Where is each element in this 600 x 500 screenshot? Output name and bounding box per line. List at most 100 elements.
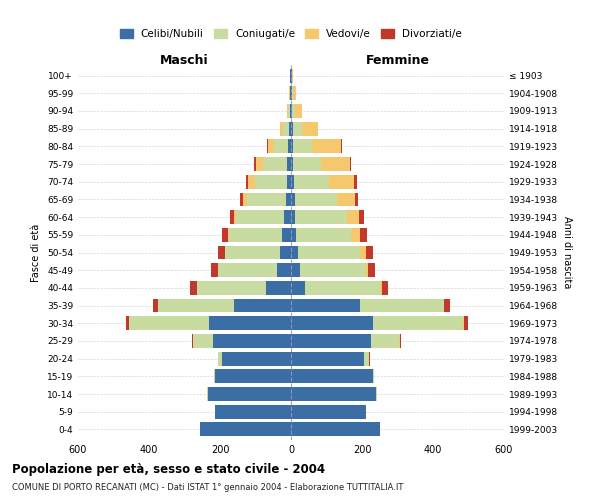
Bar	[313, 140, 341, 153]
Bar	[298, 246, 360, 260]
Bar	[248, 175, 255, 188]
Bar	[369, 352, 370, 366]
Bar	[329, 175, 354, 188]
Bar	[294, 175, 329, 188]
Bar	[209, 316, 291, 330]
Bar	[247, 192, 286, 206]
Bar	[293, 157, 321, 171]
Bar	[236, 210, 284, 224]
Bar	[365, 264, 368, 277]
Bar	[193, 334, 213, 348]
Bar	[224, 246, 226, 260]
Bar	[287, 157, 291, 171]
Bar	[274, 140, 288, 153]
Bar	[291, 104, 292, 118]
Bar	[337, 192, 355, 206]
Bar	[289, 122, 291, 136]
Bar	[291, 387, 376, 401]
Bar	[321, 157, 350, 171]
Bar	[464, 316, 468, 330]
Bar	[208, 387, 291, 401]
Bar	[296, 228, 352, 241]
Bar	[291, 352, 364, 366]
Bar	[365, 246, 373, 260]
Bar	[360, 228, 367, 241]
Bar	[364, 352, 369, 366]
Bar	[291, 316, 373, 330]
Bar	[213, 334, 291, 348]
Bar	[287, 104, 288, 118]
Bar	[284, 210, 291, 224]
Bar	[291, 422, 380, 436]
Bar	[214, 370, 215, 383]
Bar	[254, 157, 256, 171]
Bar	[197, 281, 266, 295]
Bar	[291, 157, 293, 171]
Bar	[229, 228, 282, 241]
Text: Popolazione per età, sesso e stato civile - 2004: Popolazione per età, sesso e stato civil…	[12, 462, 325, 475]
Bar	[291, 192, 295, 206]
Bar	[268, 140, 274, 153]
Text: Maschi: Maschi	[160, 54, 209, 67]
Bar	[291, 228, 296, 241]
Bar	[291, 210, 295, 224]
Bar	[190, 281, 197, 295]
Bar	[282, 228, 291, 241]
Bar	[218, 264, 277, 277]
Bar	[288, 104, 290, 118]
Bar	[266, 281, 291, 295]
Bar	[400, 334, 401, 348]
Bar	[288, 140, 291, 153]
Bar	[267, 140, 268, 153]
Bar	[283, 122, 289, 136]
Bar	[218, 246, 224, 260]
Bar	[211, 264, 218, 277]
Text: COMUNE DI PORTO RECANATI (MC) - Dati ISTAT 1° gennaio 2004 - Elaborazione TUTTIT: COMUNE DI PORTO RECANATI (MC) - Dati IST…	[12, 483, 403, 492]
Bar	[355, 192, 358, 206]
Bar	[292, 104, 295, 118]
Bar	[291, 246, 298, 260]
Bar	[291, 175, 294, 188]
Bar	[291, 122, 293, 136]
Bar	[158, 298, 234, 312]
Bar	[291, 281, 305, 295]
Bar	[295, 192, 337, 206]
Bar	[218, 352, 222, 366]
Bar	[317, 122, 319, 136]
Bar	[291, 68, 292, 82]
Bar	[293, 122, 302, 136]
Bar	[293, 86, 296, 100]
Bar	[341, 140, 342, 153]
Bar	[234, 298, 291, 312]
Bar	[152, 298, 158, 312]
Bar	[290, 104, 291, 118]
Bar	[354, 175, 357, 188]
Bar	[445, 298, 449, 312]
Bar	[373, 370, 374, 383]
Y-axis label: Anni di nascita: Anni di nascita	[562, 216, 572, 288]
Bar	[263, 157, 287, 171]
Bar	[280, 246, 291, 260]
Bar	[359, 210, 364, 224]
Bar	[291, 86, 292, 100]
Bar	[243, 192, 247, 206]
Legend: Celibi/Nubili, Coniugati/e, Vedovi/e, Divorziati/e: Celibi/Nubili, Coniugati/e, Vedovi/e, Di…	[116, 25, 466, 44]
Bar	[222, 352, 291, 366]
Bar	[295, 104, 302, 118]
Bar	[293, 140, 312, 153]
Bar	[246, 175, 248, 188]
Bar	[291, 140, 293, 153]
Bar	[200, 422, 291, 436]
Bar	[290, 86, 291, 100]
Bar	[292, 86, 293, 100]
Bar	[291, 334, 371, 348]
Bar	[223, 228, 228, 241]
Bar	[291, 298, 360, 312]
Bar	[382, 281, 388, 295]
Bar	[463, 316, 464, 330]
Bar	[286, 192, 291, 206]
Bar	[347, 210, 359, 224]
Bar	[280, 122, 283, 136]
Bar	[215, 370, 291, 383]
Bar	[371, 334, 399, 348]
